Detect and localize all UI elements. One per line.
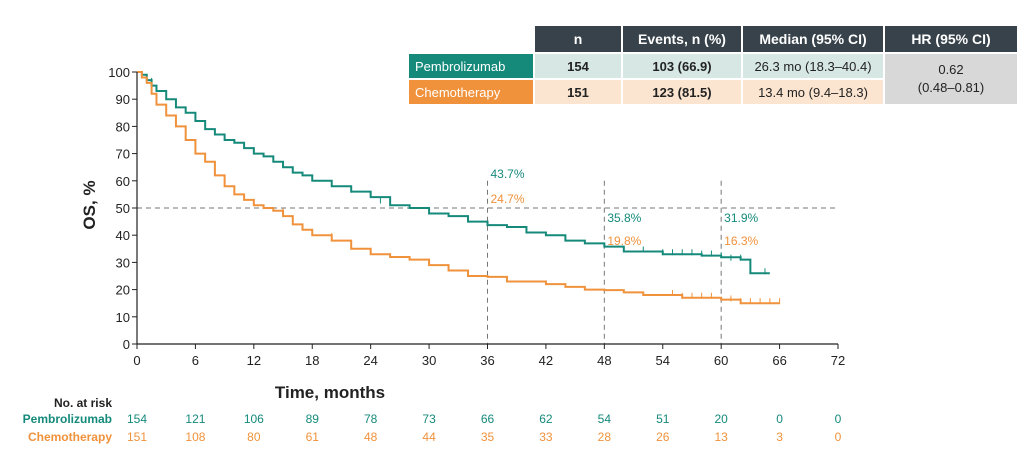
y-tick-label: 0 xyxy=(123,337,130,352)
events-pembrolizumab: 103 (66.9) xyxy=(623,54,741,78)
y-tick-label: 70 xyxy=(116,147,130,162)
survival-curve-chemotherapy xyxy=(137,71,780,305)
x-tick-label: 0 xyxy=(133,353,140,368)
hr-ci: (0.48–0.81) xyxy=(917,80,985,95)
summary-row-pembrolizumab: Pembrolizumab 154 103 (66.9) 26.3 mo (18… xyxy=(409,54,1017,104)
risk-count: 13 xyxy=(714,430,728,444)
x-tick-label: 18 xyxy=(305,353,319,368)
y-tick-label: 100 xyxy=(108,65,130,80)
arm-label-chemotherapy: Chemotherapy xyxy=(409,80,533,104)
risk-label-pembrolizumab: Pembrolizumab xyxy=(23,412,112,426)
risk-count: 0 xyxy=(835,412,842,426)
x-tick-label: 60 xyxy=(714,353,728,368)
summary-header-row: n Events, n (%) Median (95% CI) HR (95% … xyxy=(409,26,1017,52)
x-tick-label: 12 xyxy=(247,353,261,368)
risk-count: 54 xyxy=(598,412,612,426)
risk-count: 151 xyxy=(127,430,147,444)
risk-count: 154 xyxy=(127,412,147,426)
risk-count: 26 xyxy=(656,430,670,444)
survival-curves xyxy=(137,71,781,305)
risk-count: 20 xyxy=(714,412,728,426)
hr-cell: 0.62 (0.48–0.81) xyxy=(885,54,1017,104)
risk-count: 73 xyxy=(422,412,436,426)
header-events: Events, n (%) xyxy=(623,26,741,52)
landmark-label: 16.3% xyxy=(724,234,758,248)
risk-count: 48 xyxy=(364,430,378,444)
landmark-label: 43.7% xyxy=(491,167,525,181)
n-chemotherapy: 151 xyxy=(535,80,621,104)
x-tick-label: 24 xyxy=(363,353,377,368)
risk-count: 106 xyxy=(244,412,264,426)
risk-table-title: No. at risk xyxy=(54,396,112,410)
risk-count: 80 xyxy=(247,430,261,444)
risk-label-chemotherapy: Chemotherapy xyxy=(28,430,112,444)
risk-count: 108 xyxy=(185,430,205,444)
risk-count: 121 xyxy=(185,412,205,426)
x-tick-label: 66 xyxy=(772,353,786,368)
median-pembrolizumab: 26.3 mo (18.3–40.4) xyxy=(743,54,883,78)
risk-count: 66 xyxy=(481,412,495,426)
events-chemotherapy: 123 (81.5) xyxy=(623,80,741,104)
x-tick-label: 48 xyxy=(597,353,611,368)
risk-count: 0 xyxy=(776,412,783,426)
header-n: n xyxy=(535,26,621,52)
median-chemotherapy: 13.4 mo (9.4–18.3) xyxy=(743,80,883,104)
landmark-label: 35.8% xyxy=(607,211,641,225)
survival-curve-pembrolizumab xyxy=(137,71,770,275)
risk-count: 62 xyxy=(539,412,553,426)
x-tick-label: 72 xyxy=(831,353,845,368)
y-tick-label: 90 xyxy=(116,92,130,107)
landmark-label: 19.8% xyxy=(607,234,641,248)
y-tick-label: 30 xyxy=(116,255,130,270)
risk-count: 35 xyxy=(481,430,495,444)
y-tick-label: 80 xyxy=(116,119,130,134)
risk-count: 89 xyxy=(306,412,320,426)
n-pembrolizumab: 154 xyxy=(535,54,621,78)
y-tick-label: 60 xyxy=(116,174,130,189)
y-tick-label: 40 xyxy=(116,228,130,243)
summary-corner xyxy=(409,26,533,52)
risk-table: No. at risk Pembrolizumab Chemotherapy 1… xyxy=(23,396,842,444)
reference-lines xyxy=(137,180,838,344)
risk-count: 33 xyxy=(539,430,553,444)
x-tick-label: 30 xyxy=(422,353,436,368)
risk-count: 78 xyxy=(364,412,378,426)
header-hr: HR (95% CI) xyxy=(885,26,1017,52)
x-axis-title: Time, months xyxy=(275,383,385,402)
x-tick-label: 6 xyxy=(192,353,199,368)
risk-count: 51 xyxy=(656,412,670,426)
y-tick-label: 50 xyxy=(116,201,130,216)
landmark-annotations: 43.7% 24.7% 35.8% 19.8% 31.9% 16.3% xyxy=(491,167,759,248)
risk-count: 28 xyxy=(598,430,612,444)
y-axis-title: OS, % xyxy=(80,180,99,229)
y-tick-label: 20 xyxy=(116,283,130,298)
risk-count: 3 xyxy=(776,430,783,444)
summary-row-chemotherapy: Chemotherapy 151 123 (81.5) 13.4 mo (9.4… xyxy=(409,80,1017,104)
x-tick-label: 54 xyxy=(656,353,670,368)
summary-table: n Events, n (%) Median (95% CI) HR (95% … xyxy=(407,24,1019,106)
landmark-label: 31.9% xyxy=(724,211,758,225)
landmark-label: 24.7% xyxy=(491,192,525,206)
x-tick-label: 36 xyxy=(480,353,494,368)
risk-count: 61 xyxy=(306,430,320,444)
x-tick-label: 42 xyxy=(539,353,553,368)
risk-count: 44 xyxy=(422,430,436,444)
risk-count: 0 xyxy=(835,430,842,444)
arm-label-pembrolizumab: Pembrolizumab xyxy=(409,54,533,78)
y-tick-label: 10 xyxy=(116,310,130,325)
header-median: Median (95% CI) xyxy=(743,26,883,52)
hr-value: 0.62 xyxy=(938,62,964,77)
tick-labels: 0 6 12 18 24 30 36 42 48 54 60 66 72 0 10 20 30 40 50 60 70 8… xyxy=(108,65,845,368)
